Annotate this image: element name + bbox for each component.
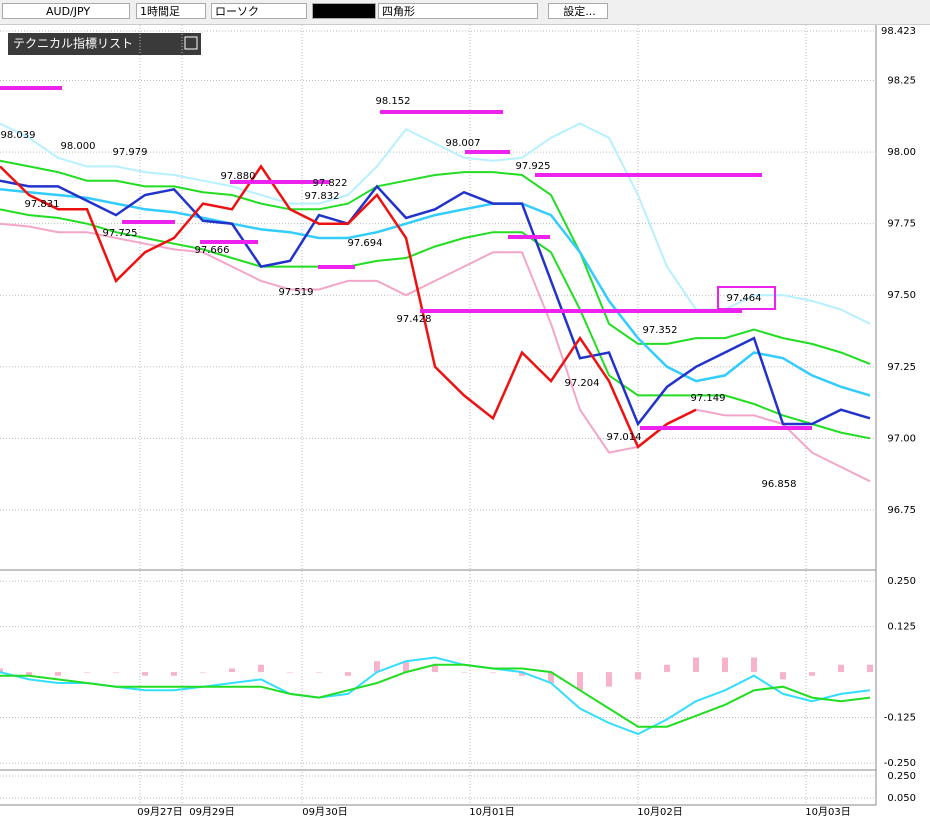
date-label: 09月27日 (137, 806, 182, 818)
histogram-bar (171, 672, 177, 676)
price-annotation: 97.519 (279, 287, 314, 298)
price-annotation: 97.925 (516, 161, 551, 172)
pair-select[interactable]: AUD/JPY (2, 3, 130, 19)
histogram-bar (55, 672, 61, 676)
shape: 四角形 (382, 5, 415, 18)
histogram-bar (577, 672, 583, 691)
shape-select[interactable]: 四角形 (378, 3, 538, 19)
price-annotation: 97.014 (607, 432, 642, 443)
histogram-bar (200, 672, 206, 673)
y-tick-label: 98.25 (887, 76, 916, 87)
price-annotation: 98.039 (1, 130, 36, 141)
y-tick-label: 0.250 (887, 771, 916, 782)
histogram-bar (345, 672, 351, 676)
timeframe: 1時間足 (140, 5, 180, 18)
histogram-bar (287, 672, 293, 673)
y-tick-label: 0.050 (887, 793, 916, 804)
price-annotation: 97.464 (727, 293, 762, 304)
color-select[interactable] (312, 3, 376, 19)
histogram-bar (374, 661, 380, 673)
histogram-bar (432, 664, 438, 673)
price-annotation: 97.880 (221, 171, 256, 182)
collapse-icon[interactable] (184, 36, 198, 50)
price-annotation: 96.858 (762, 479, 797, 490)
histogram-bar (229, 668, 235, 673)
y-tick-label: 97.75 (887, 219, 916, 230)
price-annotation: 97.352 (643, 325, 678, 336)
histogram-bar (113, 672, 119, 673)
series-line (0, 656, 871, 736)
histogram-bar (635, 672, 641, 680)
histogram-bar (548, 672, 554, 684)
histogram-bar (519, 672, 525, 676)
y-tick-label: 0.250 (887, 576, 916, 587)
price-annotation: 98.000 (61, 141, 96, 152)
y-tick-label: 96.75 (887, 505, 916, 516)
y-tick-label: 0.125 (887, 622, 916, 633)
histogram-bar (316, 672, 322, 673)
settings-button[interactable]: 設定... (548, 3, 608, 19)
chart-type: ローソク (215, 5, 259, 18)
series-line (0, 164, 697, 449)
series-line (0, 159, 871, 365)
y-tick-label: 98.423 (881, 26, 916, 37)
histogram-bar (751, 657, 757, 673)
histogram-bar (780, 672, 786, 680)
histogram-bar (84, 672, 90, 673)
price-annotation: 97.822 (313, 178, 348, 189)
indicator-list: テクニカル指標リスト (13, 36, 133, 51)
date-label: 09月29日 (189, 806, 234, 818)
price-annotation: 97.666 (195, 245, 230, 256)
histogram-bar (693, 657, 699, 673)
histogram-bar (403, 661, 409, 673)
chart-type-select[interactable]: ローソク (211, 3, 307, 19)
settings: 設定... (563, 5, 596, 18)
y-tick-label: 97.00 (887, 433, 916, 444)
date-label: 10月02日 (637, 806, 682, 818)
date-label: 10月03日 (805, 806, 850, 818)
toolbar: AUD/JPY 1時間足 ローソク 四角形 設定... (0, 0, 930, 25)
series-line (0, 663, 871, 728)
timeframe-select[interactable]: 1時間足 (136, 3, 206, 19)
histogram-bar (142, 672, 148, 676)
y-tick-label: 98.00 (887, 147, 916, 158)
price-annotation: 97.725 (103, 228, 138, 239)
y-tick-label: 97.25 (887, 362, 916, 373)
date-label: 09月30日 (302, 806, 347, 818)
histogram-bar (867, 664, 873, 673)
price-annotation: 97.204 (565, 378, 600, 389)
y-tick-label: -0.250 (884, 758, 916, 769)
price-annotation: 97.149 (691, 393, 726, 404)
series-line (0, 188, 871, 397)
price-annotation: 97.832 (305, 191, 340, 202)
price-annotation: 97.694 (348, 238, 383, 249)
date-label: 10月01日 (469, 806, 514, 818)
drawn-box (717, 286, 776, 310)
series-line (0, 222, 871, 483)
y-tick-label: 97.50 (887, 290, 916, 301)
series-line (0, 179, 871, 427)
pair: AUD/JPY (46, 5, 91, 18)
histogram-bar (461, 672, 467, 673)
histogram-bar (0, 668, 3, 673)
price-annotation: 97.428 (397, 314, 432, 325)
price-annotation: 98.152 (376, 96, 411, 107)
histogram-bar (258, 664, 264, 673)
histogram-bar (722, 657, 728, 673)
price-annotation: 98.007 (446, 138, 481, 149)
y-tick-label: -0.125 (884, 713, 916, 724)
histogram-bar (664, 664, 670, 673)
indicator-list-box[interactable] (8, 33, 201, 55)
histogram-bar (606, 672, 612, 687)
histogram-bar (838, 664, 844, 673)
price-annotation: 97.979 (113, 147, 148, 158)
histogram-bar (809, 672, 815, 676)
series-line (0, 208, 871, 440)
histogram-bar (490, 672, 496, 673)
price-annotation: 97.831 (25, 199, 60, 210)
histogram-bar (26, 672, 32, 676)
